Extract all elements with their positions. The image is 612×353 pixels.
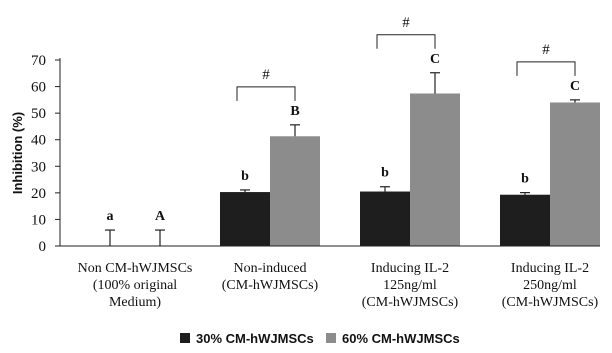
significance-letter: C [430, 52, 440, 67]
significance-brackets: # # # [236, 15, 576, 101]
bar [270, 136, 320, 246]
significance-letter: C [570, 79, 580, 94]
x-category-label-line: (CM-hWJMSCs) [222, 278, 319, 293]
legend: 30% CM-hWJMSCs 60% CM-hWJMSCs [180, 331, 460, 346]
bar [410, 93, 460, 246]
x-axis-category-labels: Non CM-hWJMSCs (100% original Medium) Non-i… [78, 261, 599, 310]
significance-hash: # [262, 67, 270, 83]
significance-hash: # [542, 42, 550, 58]
x-category-label-line: 125ng/ml [383, 278, 437, 293]
y-tick-label: 40 [31, 133, 46, 149]
significance-letter: a [107, 209, 114, 224]
significance-letter: b [241, 169, 249, 184]
x-category-label-line: Inducing IL-2 [371, 261, 449, 276]
y-tick-label: 20 [31, 186, 46, 202]
bar [220, 192, 270, 246]
x-category-label-line: (CM-hWJMSCs) [362, 295, 459, 310]
legend-label-30: 30% CM-hWJMSCs [196, 331, 314, 346]
x-category-label: Non-induced (CM-hWJMSCs) [222, 261, 319, 293]
significance-bracket [516, 61, 576, 76]
x-category-label-line: Inducing IL-2 [511, 261, 589, 276]
x-category-label-line: Non-induced [233, 261, 306, 276]
legend-swatch-60 [326, 333, 336, 343]
significance-letter: b [381, 166, 389, 181]
y-tick-label: 30 [31, 159, 46, 175]
bar [360, 191, 410, 246]
error-bars [105, 72, 580, 246]
significance-letter: B [290, 104, 299, 119]
y-tick-label: 60 [31, 80, 46, 96]
y-tick-label: 70 [31, 53, 46, 69]
x-category-label-line: Non CM-hWJMSCs [78, 261, 193, 276]
significance-labels: a b b b A B C C [107, 52, 581, 224]
y-axis: 0 10 20 30 40 50 60 70 [31, 53, 61, 255]
x-category-label-line: Medium) [109, 295, 161, 310]
x-category-label-line: (CM-hWJMSCs) [502, 295, 599, 310]
legend-label-60: 60% CM-hWJMSCs [342, 331, 460, 346]
significance-hash: # [402, 15, 410, 31]
bar [500, 194, 550, 246]
bar [550, 102, 600, 246]
y-tick-label: 0 [39, 239, 47, 255]
bars [220, 93, 600, 246]
x-category-label: Non CM-hWJMSCs (100% original Medium) [78, 261, 193, 310]
x-category-label: Inducing IL-2 125ng/ml (CM-hWJMSCs) [362, 261, 459, 310]
legend-swatch-30 [180, 333, 190, 343]
significance-letter: b [521, 172, 529, 187]
significance-bracket [376, 34, 436, 49]
y-axis-label: Inhibition (%) [10, 112, 25, 194]
x-category-label-line: (100% original [93, 278, 177, 293]
x-category-label-line: 250ng/ml [523, 278, 577, 293]
significance-bracket [236, 86, 296, 101]
y-tick-label: 50 [31, 106, 46, 122]
x-category-label: Inducing IL-2 250ng/ml (CM-hWJMSCs) [502, 261, 599, 310]
significance-letter: A [155, 209, 166, 224]
y-tick-label: 10 [31, 212, 46, 228]
